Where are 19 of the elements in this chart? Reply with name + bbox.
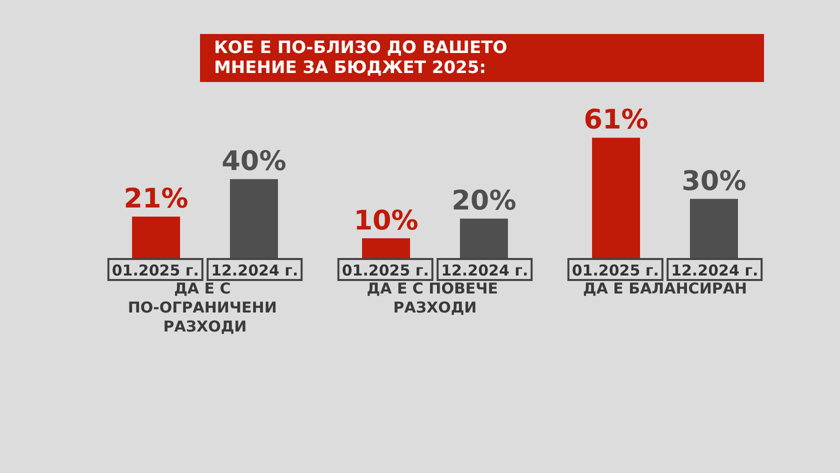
series-label: 01.2025 г.	[112, 262, 199, 280]
text: 01.2025 г.	[342, 262, 429, 280]
bar	[362, 238, 410, 258]
bar	[592, 138, 640, 258]
chart-title: КОЕ Е ПО-БЛИЗО ДО ВАШЕТО МНЕНИЕ ЗА БЮДЖЕТ 2025:	[214, 38, 514, 78]
data-label: 40%	[222, 146, 286, 178]
data-label: 30%	[682, 166, 746, 197]
data-label: 21%	[124, 184, 188, 215]
x-tick-label: ДА Е С ПО-ОГРАНИЧЕНИ РАЗХОДИ	[128, 280, 282, 336]
data-label: 20%	[452, 186, 516, 217]
x-tick-label: ДА Е С ПОВЕЧЕ РАЗХОДИ	[366, 280, 504, 316]
text: 12.2024 г.	[671, 262, 758, 280]
text: 12.2024 г.	[441, 262, 528, 280]
x-tick-label: ДА Е БАЛАНСИРАН	[582, 280, 748, 298]
series-label: 12.2024 г.	[211, 262, 298, 280]
data-label: 10%	[354, 205, 418, 236]
data-label: 61%	[584, 104, 648, 136]
text: 01.2025 г.	[572, 262, 659, 280]
bar	[132, 216, 180, 258]
